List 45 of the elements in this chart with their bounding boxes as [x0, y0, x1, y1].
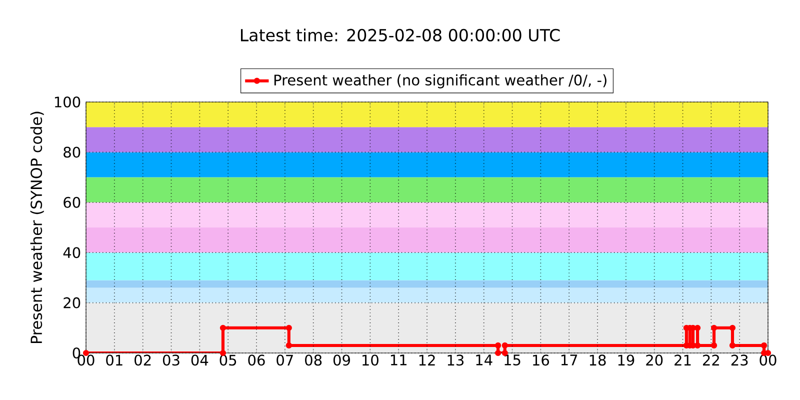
x-tick-label: 14	[476, 354, 492, 366]
x-tick-label: 15	[504, 354, 520, 366]
x-tick-label: 04	[191, 354, 208, 366]
x-tick-label: 20	[646, 354, 663, 366]
point	[286, 324, 292, 331]
x-tick-label: 11	[390, 354, 406, 366]
legend-label: Present weather (no significant weather /0/, -)	[274, 74, 606, 88]
x-tick-label: 19	[618, 354, 634, 366]
x-tick-label: 12	[419, 354, 435, 366]
point	[694, 324, 701, 331]
x-tick-label: 00	[760, 354, 776, 366]
y-tick-label: 100	[54, 96, 80, 108]
y-tick-label: 80	[64, 146, 80, 158]
x-tick-label: 16	[533, 354, 549, 366]
point	[494, 342, 502, 349]
x-tick-label: 10	[362, 354, 378, 366]
x-tick-label: 13	[448, 354, 464, 366]
point	[729, 324, 736, 331]
x-tick-label: 01	[106, 354, 122, 366]
point	[710, 342, 718, 349]
x-tick-label: 21	[674, 354, 691, 366]
x-tick-label: 07	[276, 354, 293, 366]
x-tick-label: 23	[731, 354, 748, 366]
x-tick-label: 08	[305, 354, 322, 366]
point	[694, 342, 701, 349]
point	[220, 324, 226, 331]
y-tick-label: 60	[64, 196, 80, 208]
point	[760, 342, 768, 349]
x-tick-label: 06	[248, 354, 265, 366]
point	[494, 350, 502, 356]
point	[729, 342, 736, 349]
x-tick-label: 02	[134, 354, 151, 366]
y-axis-title: Present weather (SYNOP code)	[30, 112, 44, 344]
y-tick-label: 20	[64, 297, 80, 308]
x-tick-label: 17	[561, 354, 578, 366]
point	[286, 342, 292, 349]
y-tick-label: 40	[63, 247, 80, 258]
x-tick-label: 18	[590, 354, 606, 366]
x-tick-label: 09	[333, 354, 350, 366]
point	[710, 324, 718, 331]
chart-title: Latest time: 2025-02-08 00:00:00 UTC	[240, 28, 560, 42]
x-tick-label: 03	[162, 354, 180, 366]
point	[502, 342, 508, 349]
x-tick-label: 22	[703, 354, 719, 366]
x-tick-label: 05	[220, 354, 236, 366]
